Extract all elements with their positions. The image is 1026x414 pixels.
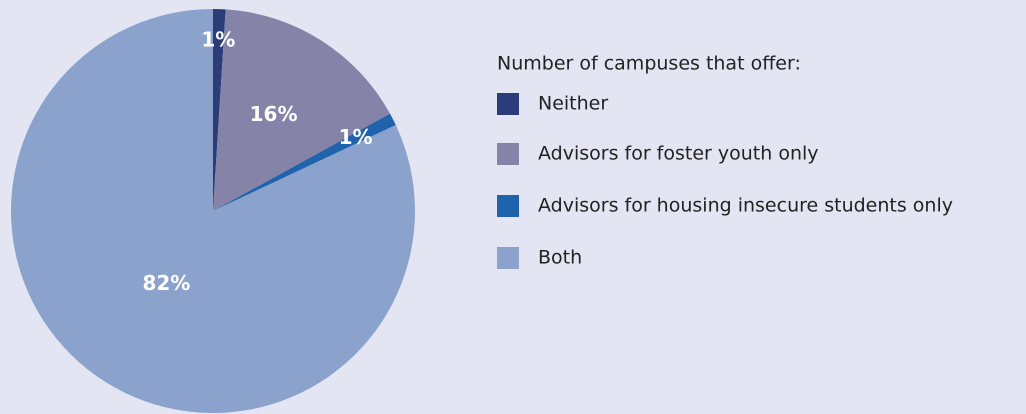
pie-slice — [213, 9, 391, 211]
pie-slice — [213, 9, 226, 211]
legend-swatch — [497, 143, 519, 165]
data-label: 82% — [142, 271, 190, 295]
legend-label: Both — [538, 247, 582, 269]
data-label: 1% — [201, 28, 235, 52]
pie-slice — [10, 9, 415, 413]
legend-label: Neither — [538, 93, 608, 115]
pie-slice — [213, 113, 396, 211]
data-label: 1% — [339, 125, 373, 149]
legend-label: Advisors for foster youth only — [538, 143, 819, 165]
legend-label: Advisors for housing insecure students o… — [538, 195, 953, 217]
legend-swatch — [497, 195, 519, 217]
data-label: 16% — [250, 102, 298, 126]
legend-title: Number of campuses that offer: — [497, 53, 801, 75]
legend-swatch — [497, 247, 519, 269]
legend-swatch — [497, 93, 519, 115]
